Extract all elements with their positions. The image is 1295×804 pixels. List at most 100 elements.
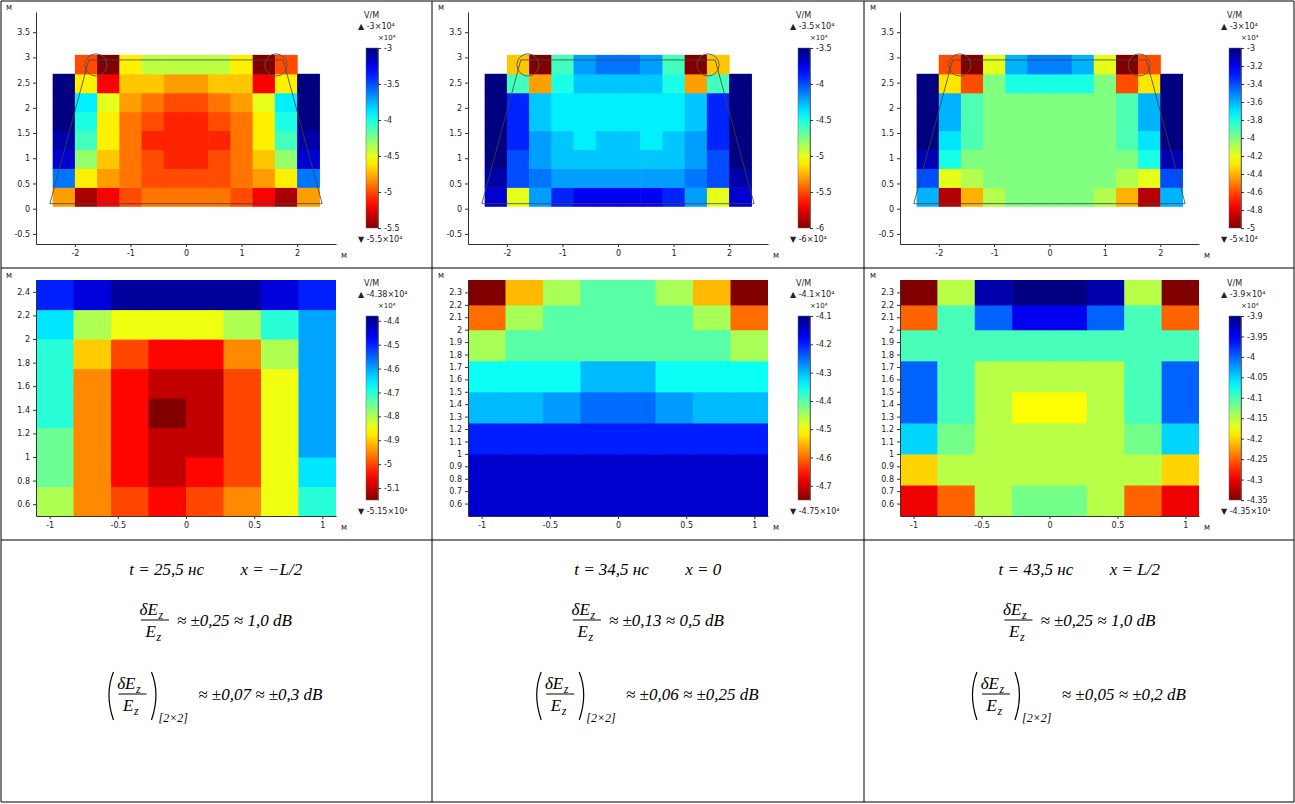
tick-mark <box>674 244 675 247</box>
tick: 0.7 <box>449 487 468 496</box>
cell <box>693 423 731 455</box>
tick-mark <box>297 244 298 247</box>
colorbar <box>1229 48 1241 228</box>
cell <box>900 280 938 305</box>
tick-mark <box>50 516 51 519</box>
tick-label: 2.3 <box>881 288 894 297</box>
tick-label: 0.7 <box>449 487 462 496</box>
caption-line: δEzEz[2×2]≈ ±0,06 ≈ ±0,25 dB <box>537 672 760 725</box>
cell <box>36 280 74 310</box>
axis-line <box>468 13 469 245</box>
caption-spread: ≈ ±0,25 ≈ 1,0 dB <box>177 611 292 630</box>
tick: 0 <box>1047 244 1052 258</box>
cell <box>1050 149 1073 169</box>
cell <box>468 423 506 455</box>
cell <box>975 280 1013 305</box>
cell <box>119 93 142 113</box>
tick: 1.7 <box>449 363 468 372</box>
cell <box>618 112 641 132</box>
cell <box>640 149 663 169</box>
cell <box>164 149 187 169</box>
cell <box>1087 305 1125 330</box>
tick: 0 <box>616 516 621 530</box>
cell <box>261 369 299 399</box>
cell <box>1094 93 1117 113</box>
cell <box>74 398 112 428</box>
cell <box>731 280 769 305</box>
colorbar <box>798 316 810 500</box>
cell <box>230 131 253 151</box>
tick-mark <box>897 57 900 58</box>
cell <box>1005 168 1028 188</box>
colorbar-tick-label: -5.5 <box>816 188 832 197</box>
tick: -0.5 <box>878 230 900 239</box>
subscript: z <box>587 630 593 644</box>
fraction-bar <box>546 694 574 695</box>
tick: -1 <box>127 244 135 258</box>
colorbar-tick-mark <box>378 345 381 346</box>
cell <box>937 454 975 486</box>
tick-label: 1.3 <box>881 413 894 422</box>
cell <box>1116 168 1139 188</box>
cell <box>299 280 337 310</box>
cell <box>111 398 149 428</box>
tick-label: -2 <box>503 249 511 258</box>
cell <box>693 330 731 362</box>
cell <box>1005 149 1028 169</box>
cell <box>507 55 530 75</box>
colorbar-tick-label: -4.5 <box>384 341 400 350</box>
tick: 0 <box>1047 516 1052 530</box>
tick-label: 0.5 <box>449 180 462 189</box>
cell <box>1162 454 1199 486</box>
cell <box>186 310 224 340</box>
tick: 2.5 <box>881 79 900 88</box>
cell <box>1005 131 1028 151</box>
tick-mark <box>465 479 468 480</box>
cell <box>1027 168 1050 188</box>
colorbar-tick-mark <box>1241 336 1244 337</box>
tick-mark <box>465 392 468 393</box>
cell <box>900 361 938 393</box>
cell <box>186 280 224 310</box>
outline <box>482 60 754 204</box>
colorbar-tick-mark <box>1241 210 1244 211</box>
tick: 2.3 <box>449 288 468 297</box>
colorbar-tick-label: -4 <box>1247 353 1255 362</box>
cell <box>119 149 142 169</box>
cell <box>731 330 769 362</box>
tick-mark <box>618 244 619 247</box>
tick: 2 <box>295 244 300 258</box>
cell <box>75 168 98 188</box>
tick: 1.2 <box>881 425 900 434</box>
tick: 0 <box>616 244 621 258</box>
tick-label: 2.5 <box>881 79 894 88</box>
tick-label: 1.6 <box>17 382 30 391</box>
cell <box>656 280 694 305</box>
cell <box>1072 131 1095 151</box>
tick: -0.5 <box>14 230 36 239</box>
tick-mark <box>465 234 468 235</box>
tick-mark <box>897 367 900 368</box>
tick: 1.8 <box>881 351 900 360</box>
cell <box>186 131 209 151</box>
tick-mark <box>465 491 468 492</box>
colorbar-tick-mark <box>378 488 381 489</box>
colorbar-tick-mark <box>378 440 381 441</box>
colorbar-tick: -4.5 <box>378 341 400 350</box>
cell <box>261 280 299 310</box>
cell <box>640 131 663 151</box>
cell <box>574 74 597 94</box>
cell <box>111 369 149 399</box>
tick-label: 0 <box>1047 521 1052 530</box>
cell <box>224 369 262 399</box>
cell <box>36 310 74 340</box>
colorbar <box>1229 316 1241 500</box>
cell <box>1138 74 1161 94</box>
y-axis-title: м <box>438 271 444 280</box>
tick-mark <box>897 330 900 331</box>
cell <box>656 392 694 424</box>
tick: 2.2 <box>17 311 36 320</box>
cell <box>142 55 165 75</box>
cell <box>53 168 76 188</box>
tick: 2.4 <box>17 288 36 297</box>
